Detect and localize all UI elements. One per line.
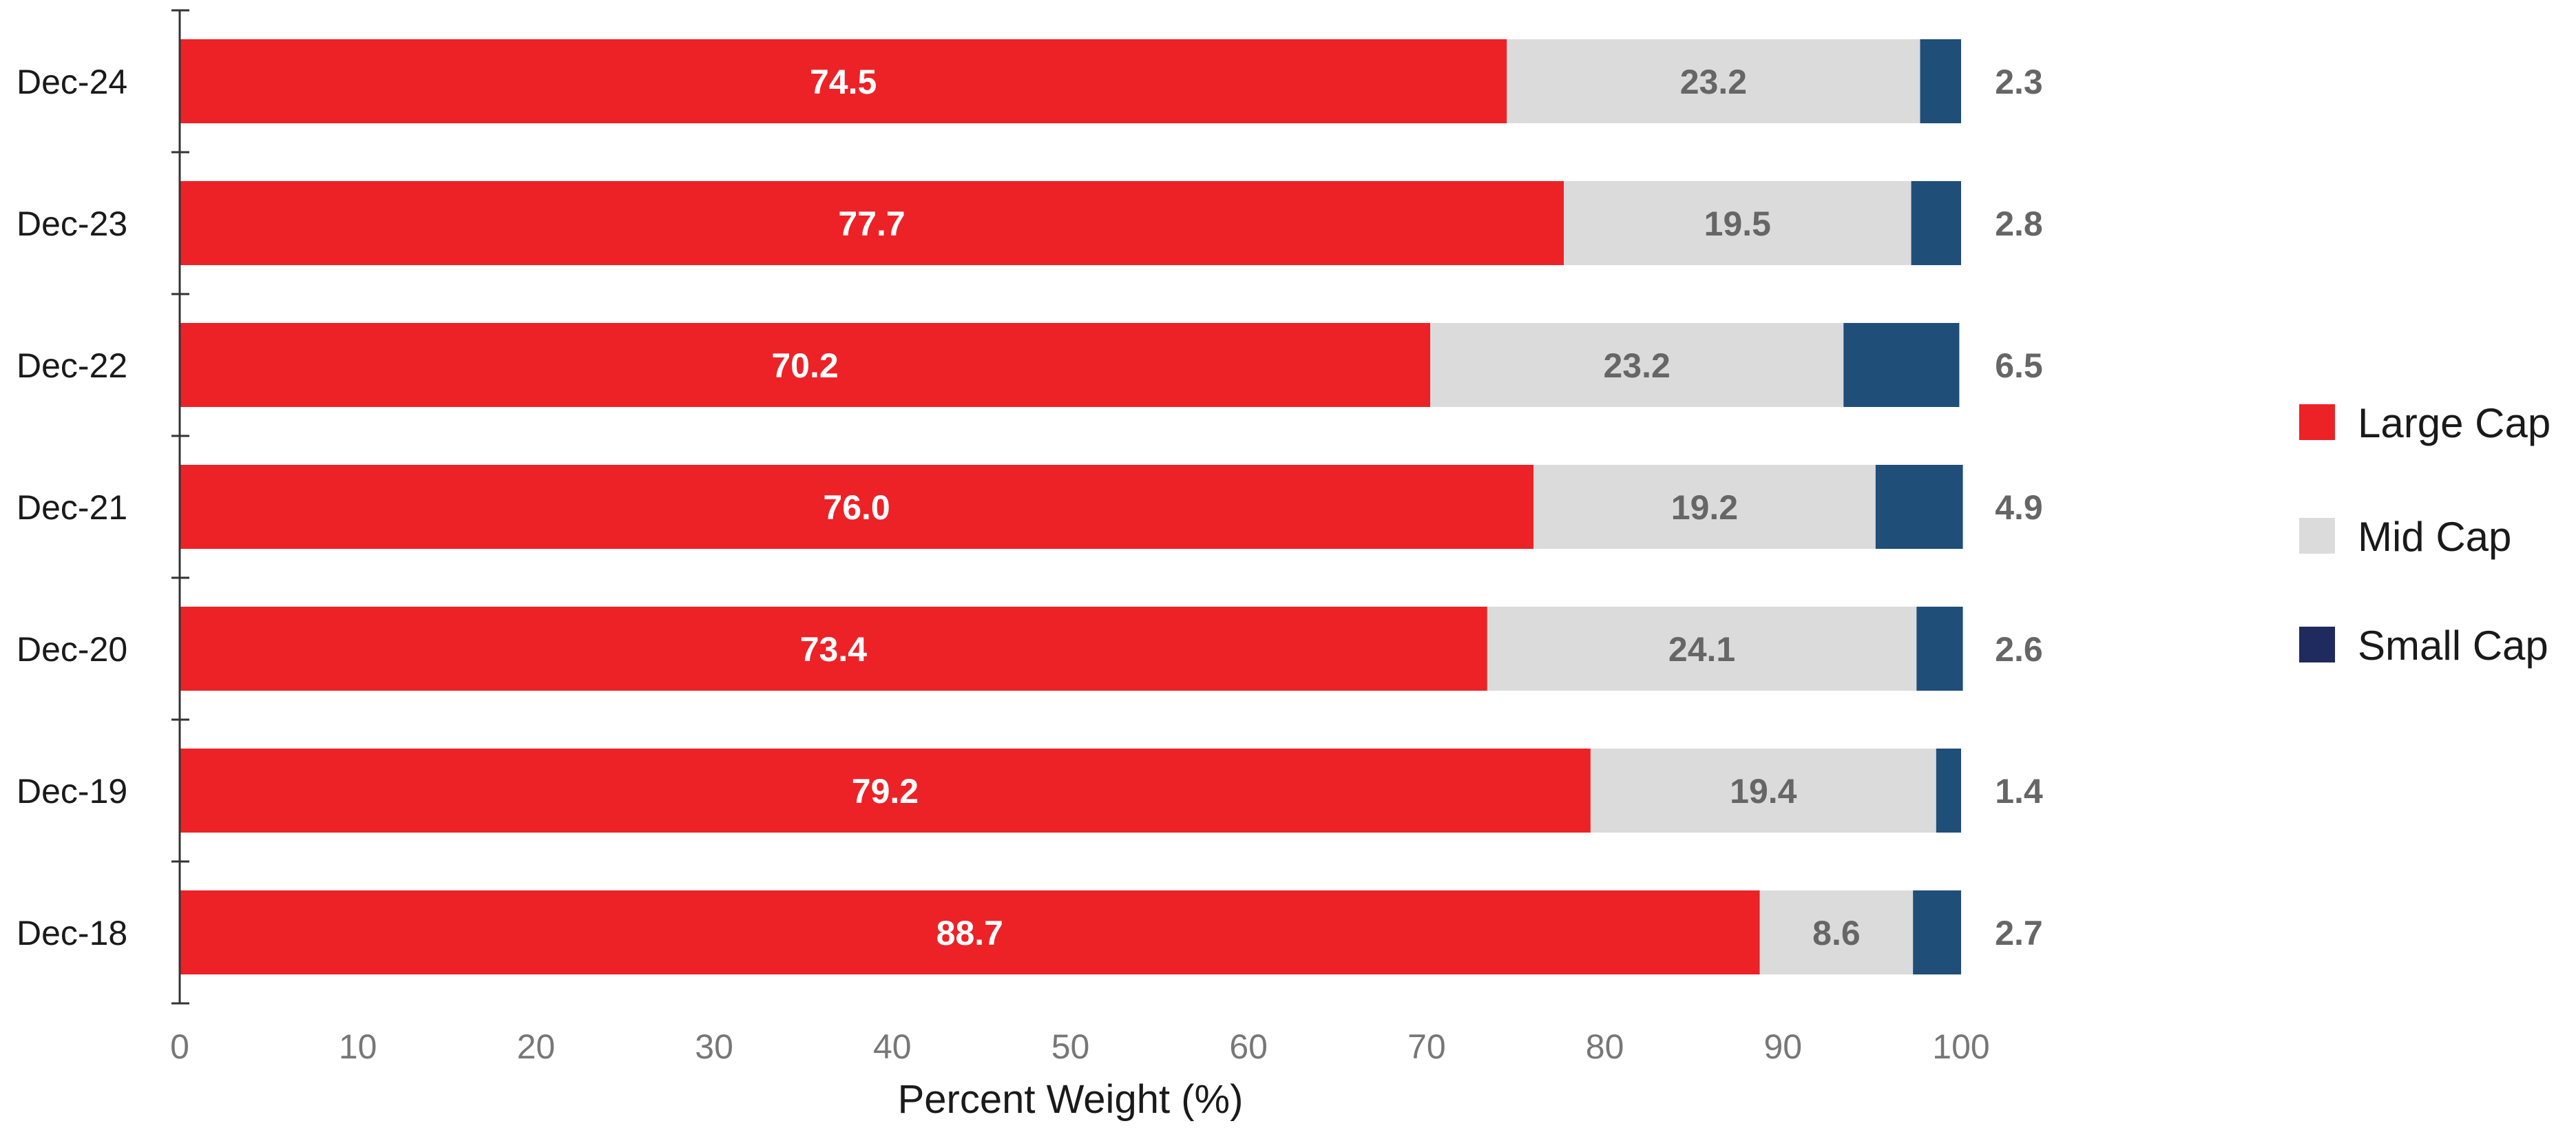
x-tick-label: 10 <box>339 1027 377 1066</box>
bar-dec-18-large-cap <box>180 890 1760 974</box>
data-label: 4.9 <box>1995 488 2043 527</box>
x-tick-label: 70 <box>1407 1027 1446 1066</box>
bar-dec-22-large-cap <box>180 323 1431 407</box>
bar-dec-23-mid-cap <box>1564 181 1912 265</box>
bar-dec-23-large-cap <box>180 181 1564 265</box>
legend-label: Small Cap <box>2358 623 2548 669</box>
bar-dec-19-large-cap <box>180 749 1591 833</box>
category-label: Dec-21 <box>17 488 127 527</box>
x-tick-label: 30 <box>695 1027 733 1066</box>
data-label: 2.3 <box>1995 63 2043 101</box>
data-label: 8.6 <box>1812 914 1861 952</box>
category-label: Dec-20 <box>17 630 127 669</box>
x-tick-label: 60 <box>1229 1027 1268 1066</box>
x-tick-label: 50 <box>1051 1027 1090 1066</box>
bar-dec-21-small-cap <box>1875 465 1963 549</box>
bar-dec-19-small-cap <box>1936 749 1961 833</box>
legend-swatch-mid-cap <box>2299 518 2335 554</box>
x-tick-label: 100 <box>1932 1027 1989 1066</box>
data-label: 2.6 <box>1995 630 2043 669</box>
data-label: 76.0 <box>823 488 890 527</box>
legend-swatch-large-cap <box>2299 404 2335 440</box>
category-label: Dec-24 <box>17 63 127 101</box>
x-tick-label: 90 <box>1763 1027 1802 1066</box>
data-label: 70.2 <box>771 346 838 385</box>
legend-swatch-small-cap <box>2299 627 2335 662</box>
data-label: 19.2 <box>1671 488 1738 527</box>
data-label: 6.5 <box>1995 346 2043 385</box>
category-label: Dec-18 <box>17 914 127 952</box>
data-label: 19.4 <box>1730 772 1797 811</box>
category-label: Dec-22 <box>17 346 127 385</box>
data-label: 24.1 <box>1668 630 1735 669</box>
bar-dec-24-large-cap <box>180 39 1507 123</box>
bar-dec-18-small-cap <box>1913 890 1961 974</box>
legend-label: Large Cap <box>2358 400 2551 446</box>
data-label: 19.5 <box>1704 205 1771 243</box>
legend-label: Mid Cap <box>2358 514 2511 560</box>
x-tick-label: 0 <box>170 1027 189 1066</box>
data-label: 2.7 <box>1995 914 2043 952</box>
data-label: 23.2 <box>1680 63 1747 101</box>
bar-dec-20-mid-cap <box>1487 607 1917 691</box>
bar-dec-20-large-cap <box>180 607 1487 691</box>
bar-dec-22-small-cap <box>1843 323 1960 407</box>
data-label: 77.7 <box>838 205 905 243</box>
category-label: Dec-19 <box>17 772 127 811</box>
data-label: 73.4 <box>800 630 868 669</box>
data-label: 79.2 <box>852 772 919 811</box>
bar-dec-24-small-cap <box>1920 39 1961 123</box>
x-tick-label: 80 <box>1586 1027 1624 1066</box>
x-axis-title: Percent Weight (%) <box>898 1077 1244 1122</box>
bar-dec-21-mid-cap <box>1533 465 1876 549</box>
bar-dec-21-large-cap <box>180 465 1534 549</box>
data-label: 23.2 <box>1604 346 1671 385</box>
data-label: 74.5 <box>810 63 877 101</box>
bar-dec-24-mid-cap <box>1507 39 1920 123</box>
x-tick-label: 40 <box>873 1027 912 1066</box>
x-tick-label: 20 <box>517 1027 556 1066</box>
bar-dec-19-mid-cap <box>1590 749 1936 833</box>
bar-dec-22-mid-cap <box>1430 323 1844 407</box>
data-label: 1.4 <box>1995 772 2043 811</box>
bar-dec-23-small-cap <box>1911 181 1961 265</box>
data-label: 88.7 <box>936 914 1003 952</box>
category-label: Dec-23 <box>17 205 127 243</box>
bar-dec-18-mid-cap <box>1759 890 1914 974</box>
data-label: 2.8 <box>1995 205 2043 243</box>
bar-dec-20-small-cap <box>1916 607 1963 691</box>
